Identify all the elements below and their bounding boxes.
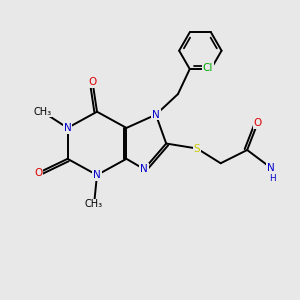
Text: H: H	[269, 174, 275, 183]
Text: N: N	[152, 110, 160, 120]
Text: CH₃: CH₃	[34, 107, 52, 117]
Text: O: O	[88, 77, 97, 87]
Text: N: N	[93, 170, 101, 180]
Text: O: O	[253, 118, 262, 128]
Text: CH₃: CH₃	[85, 200, 103, 209]
Text: O: O	[34, 168, 42, 178]
Text: N: N	[140, 164, 148, 174]
Text: Cl: Cl	[203, 63, 213, 73]
Text: N: N	[64, 123, 71, 133]
Text: N: N	[267, 163, 274, 173]
Text: S: S	[194, 143, 200, 154]
